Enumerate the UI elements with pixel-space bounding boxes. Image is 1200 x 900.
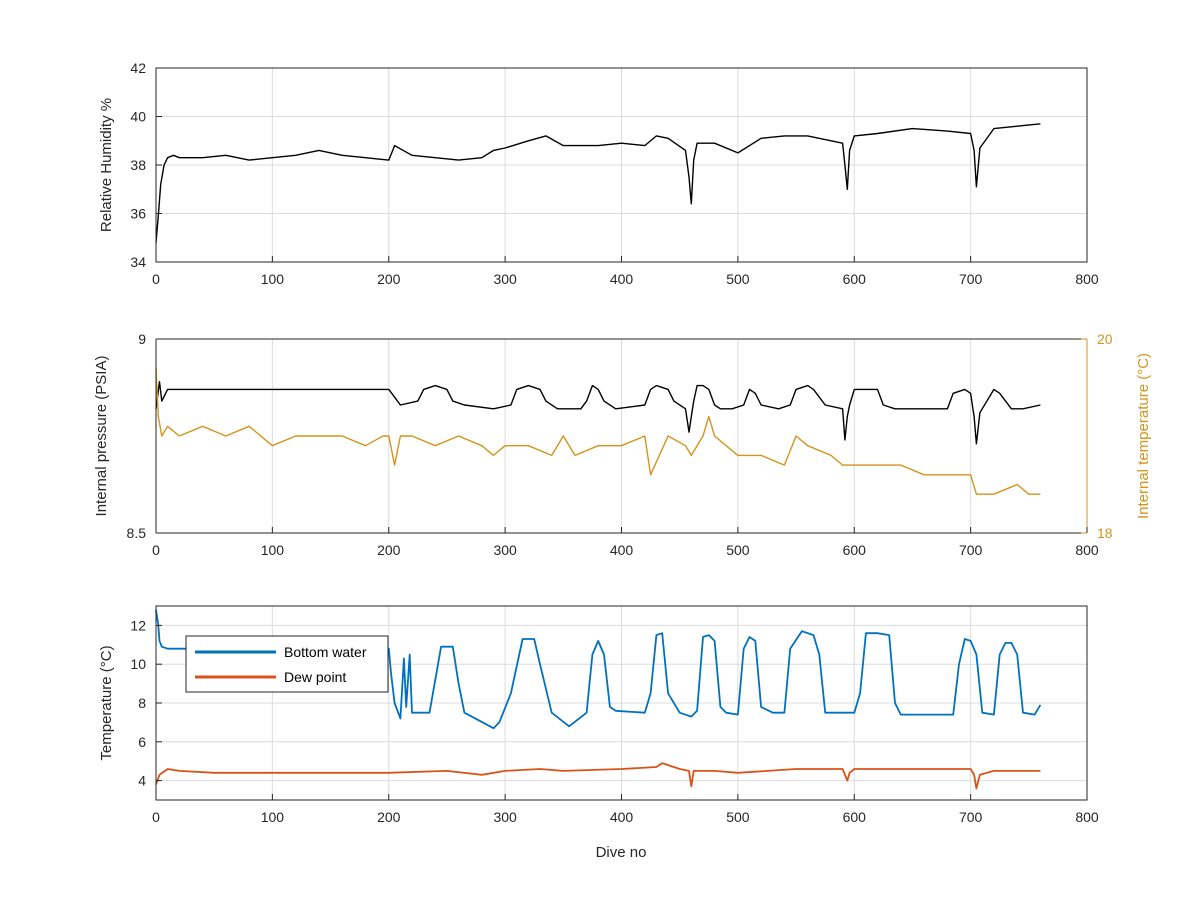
- y-tick-label: 8: [138, 695, 146, 711]
- x-tick-label: 500: [726, 542, 750, 558]
- legend-label-bottom-water: Bottom water: [284, 644, 367, 660]
- pressure-y-ticks: 8.59: [127, 331, 162, 541]
- y-tick-label: 4: [138, 773, 146, 789]
- x-tick-label: 600: [843, 542, 867, 558]
- y-tick-label: 40: [130, 109, 146, 125]
- x-tick-label: 400: [610, 271, 634, 287]
- y-tick-label: 42: [130, 60, 146, 76]
- x-tick-label: 100: [261, 809, 285, 825]
- humidity-y-axis-title: Relative Humidity %: [98, 98, 115, 232]
- x-tick-label: 200: [377, 809, 401, 825]
- bottom-water-line: [155, 609, 1042, 730]
- humidity-grid: [155, 67, 1088, 263]
- y-tick-label: 12: [130, 617, 146, 633]
- x-tick-label: 100: [261, 271, 285, 287]
- x-tick-label: 700: [959, 542, 983, 558]
- x-tick-label: 0: [152, 809, 160, 825]
- x-tick-label: 700: [959, 271, 983, 287]
- pressure-y-axis-title: Internal pressure (PSIA): [93, 356, 110, 517]
- x-tick-label: 500: [726, 809, 750, 825]
- x-tick-label: 100: [261, 542, 285, 558]
- x-tick-label: 300: [493, 542, 517, 558]
- y-tick-label: 36: [130, 206, 146, 222]
- x-tick-label: 600: [843, 271, 867, 287]
- y-tick-label: 10: [130, 656, 146, 672]
- series-0-line: [155, 381, 1041, 445]
- y-tick-label: 38: [130, 157, 146, 173]
- x-tick-label: 0: [152, 542, 160, 558]
- x-tick-label: 600: [843, 809, 867, 825]
- temperature-y2-axis-title: Internal temperature (°C): [1135, 353, 1152, 519]
- y-tick-label: 6: [138, 734, 146, 750]
- temperature-grid: [155, 606, 1088, 800]
- x-tick-label: 800: [1075, 809, 1099, 825]
- x-tick-label: 400: [610, 542, 634, 558]
- humidity-panel: 0 100 200 300 400 500 600 700 800 34 36 38 40 42 Rel…: [98, 60, 1099, 287]
- humidity-y-ticks: 34 36 38 40 42: [130, 60, 162, 270]
- x-tick-label: 400: [610, 809, 634, 825]
- legend-box: [185, 635, 389, 693]
- x-tick-label: 200: [377, 271, 401, 287]
- dew-point-line: [155, 762, 1041, 790]
- humidity-line-layer: [155, 123, 1041, 243]
- y2-tick-label: 18: [1097, 525, 1113, 541]
- y-tick-label: 34: [130, 254, 146, 270]
- x-tick-label: 800: [1075, 542, 1099, 558]
- y-tick-label: 9: [138, 331, 146, 347]
- temperature-y-axis-title: Temperature (°C): [98, 645, 115, 760]
- series-1-line: [155, 368, 1041, 495]
- legend: Bottom water Dew point: [185, 635, 389, 693]
- temperature-x-ticks: 0 100 200 300 400 500 600 700 800: [152, 794, 1099, 825]
- x-tick-label: 200: [377, 542, 401, 558]
- y2-tick-label: 20: [1097, 331, 1113, 347]
- x-axis-title: Dive no: [596, 844, 647, 861]
- humidity-x-ticks: 0 100 200 300 400 500 600 700 800: [152, 256, 1099, 287]
- x-tick-label: 0: [152, 271, 160, 287]
- series-0-line: [155, 123, 1041, 243]
- x-tick-label: 800: [1075, 271, 1099, 287]
- x-tick-label: 500: [726, 271, 750, 287]
- temperature-panel: 0 100 200 300 400 500 600 700 800 4 6 8 10 12 Temper…: [98, 605, 1099, 861]
- pressure-x-ticks: 0 100 200 300 400 500 600 700 800: [152, 527, 1099, 558]
- x-tick-label: 300: [493, 271, 517, 287]
- temperature-y-ticks: 4 6 8 10 12: [130, 617, 162, 789]
- legend-label-dew-point: Dew point: [284, 669, 346, 685]
- y-tick-label: 8.5: [127, 525, 147, 541]
- x-tick-label: 300: [493, 809, 517, 825]
- x-tick-label: 700: [959, 809, 983, 825]
- temperature-line-layer: [155, 609, 1042, 790]
- pressure-line-layer: [155, 368, 1041, 495]
